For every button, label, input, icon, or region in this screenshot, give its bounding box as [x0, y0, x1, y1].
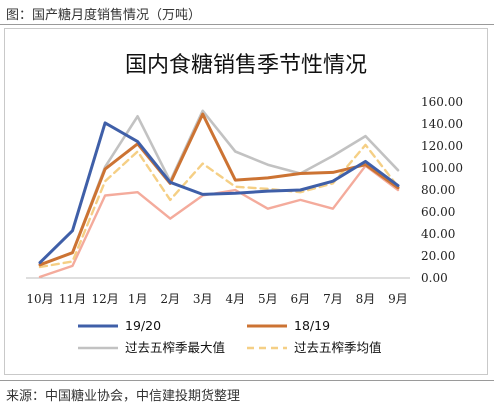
x-tick-label: 4月 — [225, 292, 245, 306]
x-tick-label: 6月 — [291, 292, 311, 306]
y-tick-label: 20.00 — [421, 249, 455, 263]
x-axis-ticks: 10月 11月 12月 1月 2月 3月 4月 5月 6月 7月 8月 9月 — [26, 292, 407, 306]
top-rule — [0, 24, 494, 25]
series-line-3 — [38, 143, 400, 269]
legend: 19/20 18/19 过去五榨季最大值 过去五榨季均值 — [78, 318, 382, 355]
bottom-rule — [0, 380, 494, 381]
y-tick-label: 60.00 — [421, 205, 455, 219]
y-tick-label: 140.00 — [421, 117, 463, 131]
y-tick-label: 100.00 — [421, 161, 463, 175]
x-tick-label: 10月 — [26, 292, 53, 306]
x-tick-label: 2月 — [160, 292, 180, 306]
series-lines — [38, 109, 400, 279]
x-tick-label: 1月 — [128, 292, 148, 306]
figure-caption: 图：国产糖月度销售情况（万吨） — [6, 8, 202, 23]
series-line-2 — [38, 109, 400, 267]
legend-label: 过去五榨季最大值 — [125, 340, 225, 355]
x-tick-label: 8月 — [356, 292, 376, 306]
legend-label: 过去五榨季均值 — [294, 340, 382, 355]
legend-label: 18/19 — [294, 318, 330, 333]
y-tick-label: 40.00 — [421, 227, 455, 241]
series-line-0 — [38, 121, 400, 265]
y-tick-label: 0.00 — [421, 271, 448, 285]
x-tick-label: 11月 — [59, 292, 86, 306]
x-tick-label: 3月 — [193, 292, 213, 306]
chart-frame — [4, 28, 488, 375]
y-tick-label: 120.00 — [421, 139, 463, 153]
x-tick-label: 5月 — [258, 292, 278, 306]
y-axis-ticks: 0.00 20.00 40.00 60.00 80.00 100.00 120.00 140.… — [421, 95, 463, 285]
y-tick-label: 80.00 — [421, 183, 455, 197]
chart-title: 国内食糖销售季节性情况 — [125, 53, 367, 78]
x-tick-label: 7月 — [323, 292, 343, 306]
legend-label: 19/20 — [125, 318, 161, 333]
series-line-1 — [38, 112, 400, 267]
x-tick-label: 12月 — [91, 292, 118, 306]
source-note: 来源：中国糖业协会，中信建投期货整理 — [6, 389, 241, 404]
y-tick-label: 160.00 — [421, 95, 463, 109]
x-tick-label: 9月 — [388, 292, 408, 306]
series-line-4 — [38, 164, 400, 279]
